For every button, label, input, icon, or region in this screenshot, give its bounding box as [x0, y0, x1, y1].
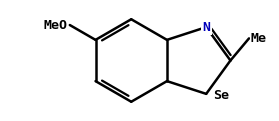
- Text: MeO: MeO: [43, 19, 67, 32]
- Text: Se: Se: [214, 89, 230, 102]
- Text: N: N: [202, 21, 210, 34]
- Text: Me: Me: [251, 32, 267, 45]
